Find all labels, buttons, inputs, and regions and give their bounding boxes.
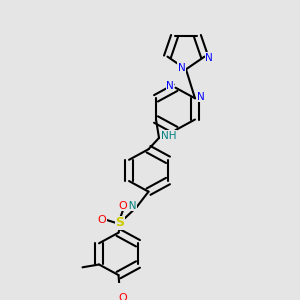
Text: HN: HN bbox=[121, 201, 137, 211]
Text: N: N bbox=[178, 63, 185, 73]
Text: NH: NH bbox=[161, 130, 176, 141]
Text: N: N bbox=[166, 81, 174, 91]
Text: N: N bbox=[196, 92, 204, 102]
Text: O: O bbox=[118, 201, 127, 211]
Text: N: N bbox=[205, 53, 213, 63]
Text: S: S bbox=[116, 216, 124, 229]
Text: O: O bbox=[118, 293, 127, 300]
Text: O: O bbox=[98, 215, 106, 225]
